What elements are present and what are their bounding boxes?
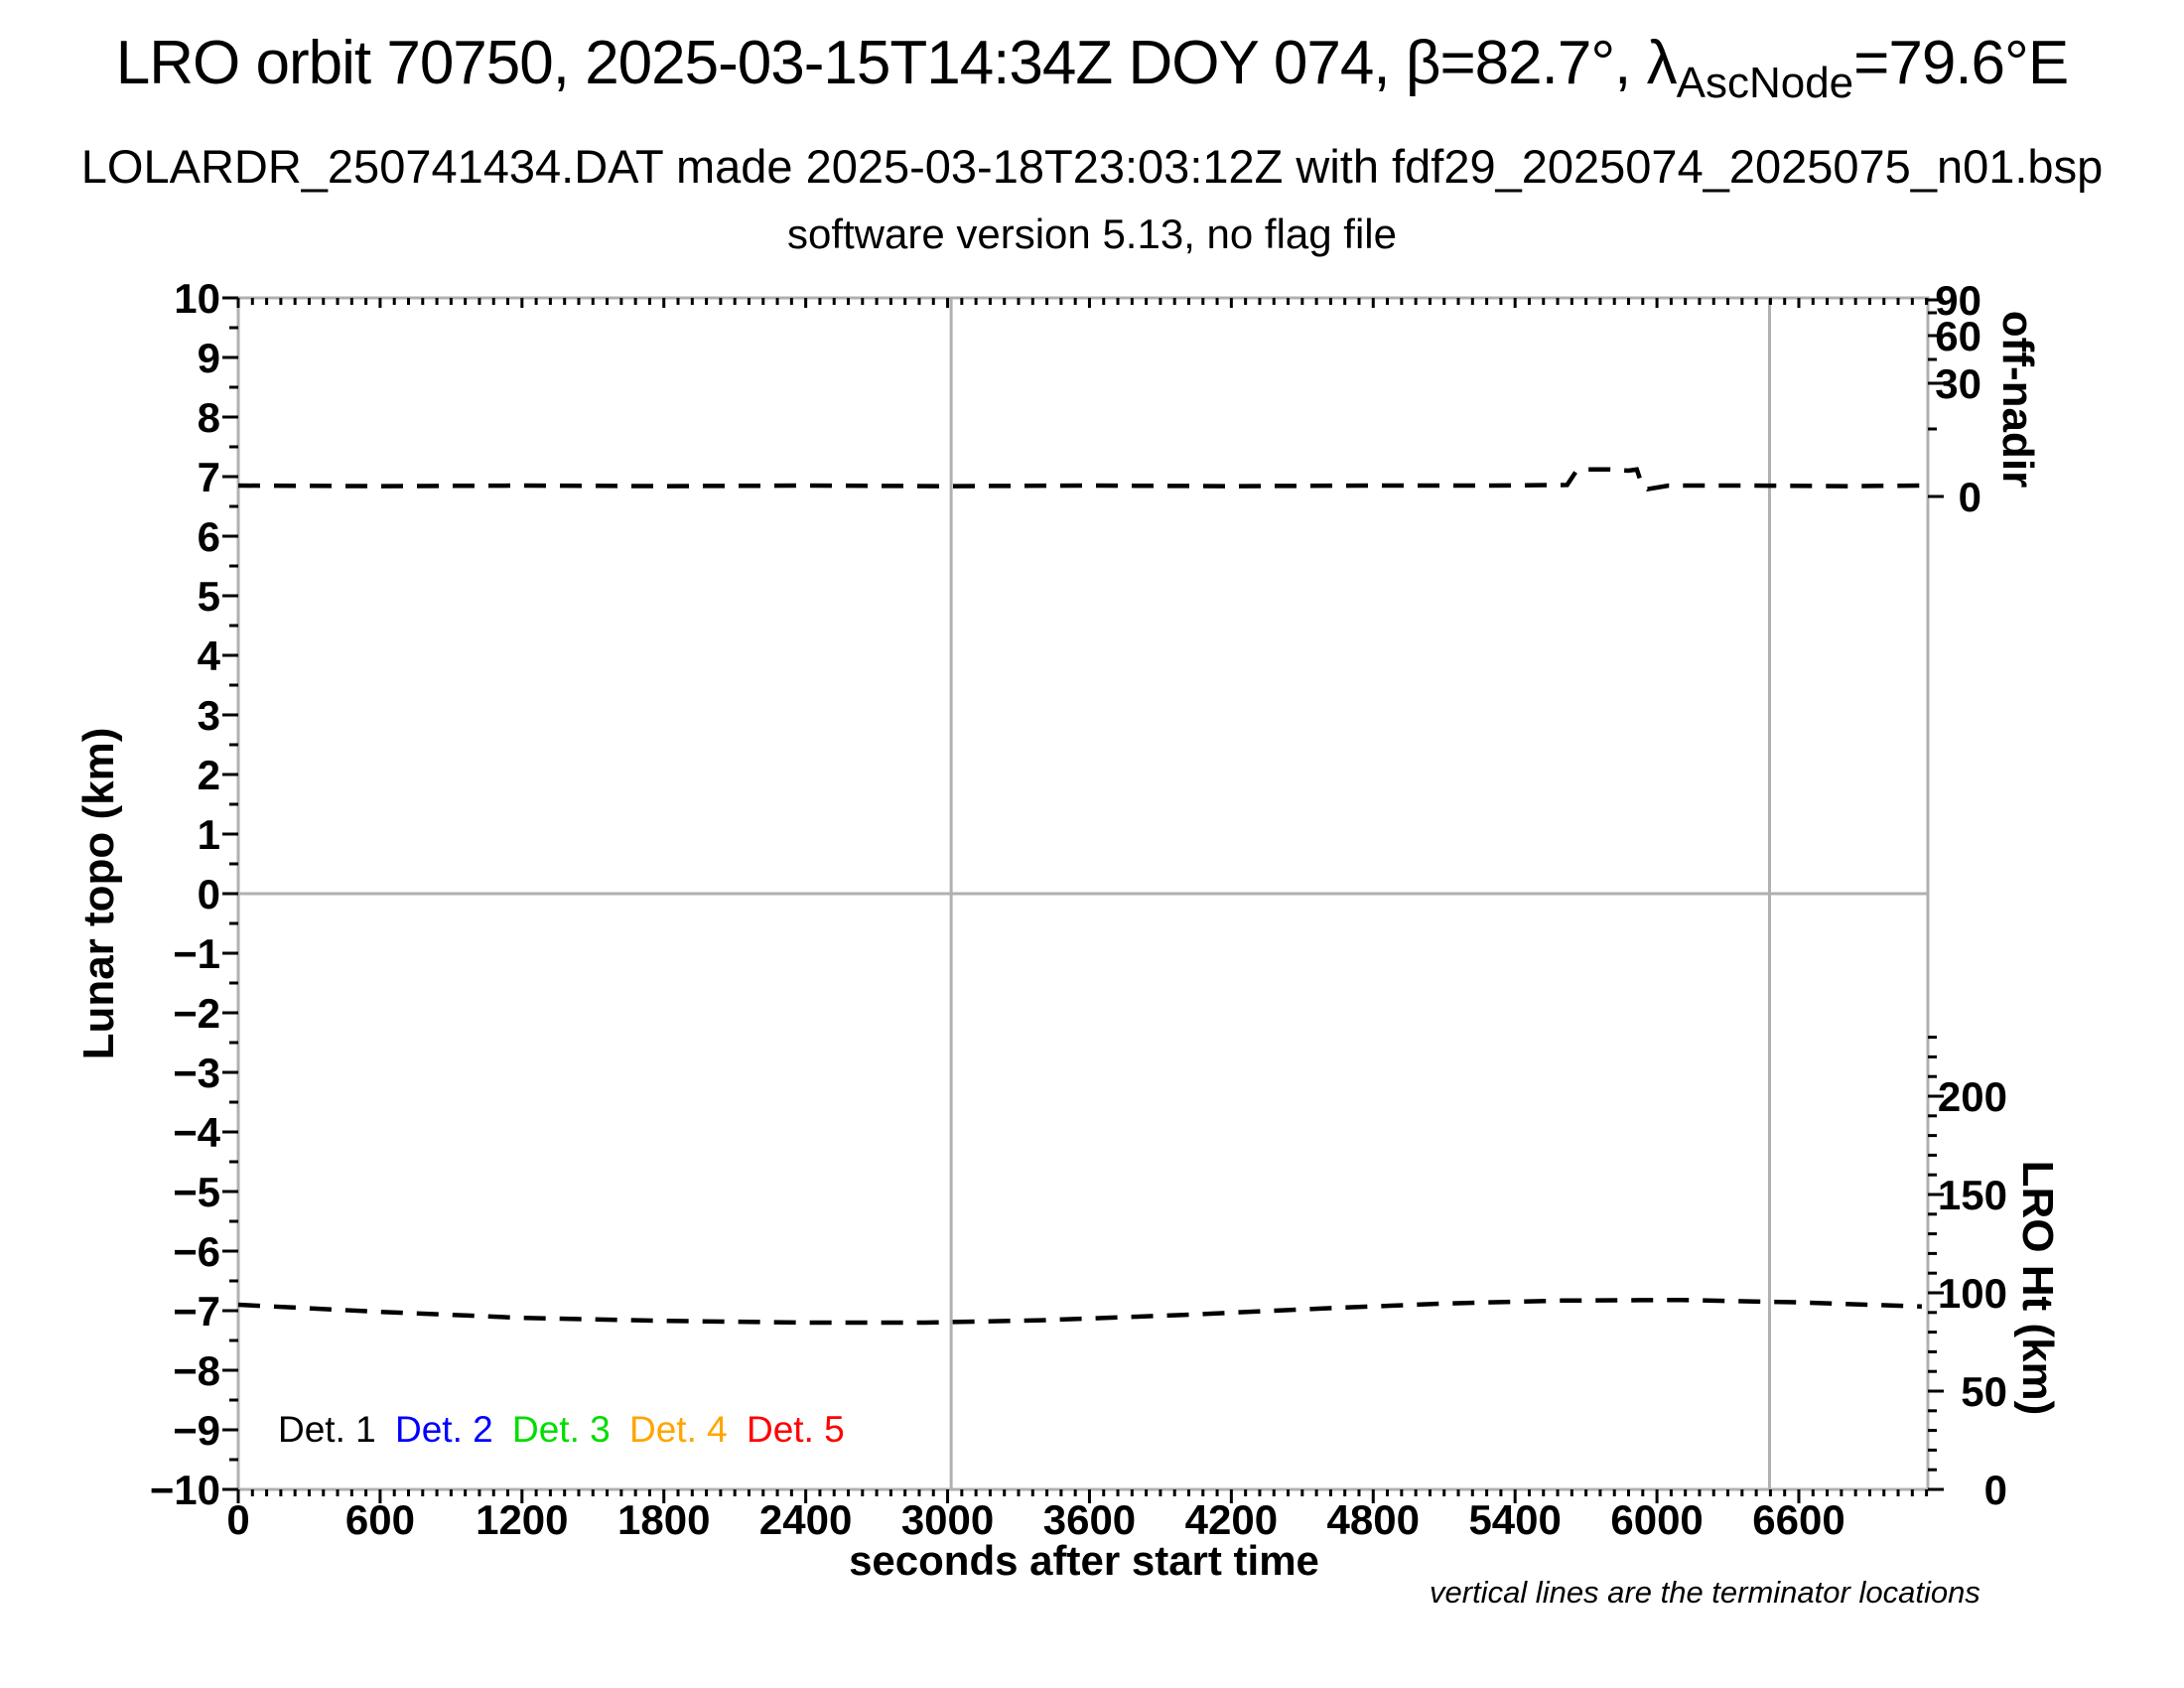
y-axis-title-left: Lunar topo (km) [74,727,123,1060]
x-axis-tick-label: 3600 [1043,1496,1136,1543]
title-main: LRO orbit 70750, 2025-03-15T14:34Z DOY 0… [115,29,1678,97]
x-axis-tick-label: 6600 [1752,1496,1844,1543]
title-subscript: AscNode [1676,59,1854,107]
y-left-tick-label: −2 [173,990,220,1037]
x-axis-tick-label: 5400 [1468,1496,1561,1543]
x-axis-tick-label: 600 [345,1496,415,1543]
y-left-tick-label: 5 [198,573,220,620]
lro-ht-tick-label: 200 [1938,1073,2007,1120]
legend-item-det-3: Det. 3 [512,1409,611,1450]
lro-ht-tick-label: 100 [1938,1270,2007,1317]
off-nadir-tick-label: 90 [1935,277,1981,324]
y-left-tick-label: −1 [173,930,220,977]
y-left-tick-label: 1 [198,811,220,858]
y-left-tick-label: 9 [198,335,220,381]
x-axis-tick-label: 3000 [901,1496,994,1543]
x-axis-tick-label: 1800 [617,1496,710,1543]
subtitle-version: software version 5.13, no flag file [786,211,1397,257]
y-left-tick-label: −3 [173,1050,220,1096]
lro-ht-tick-label: 0 [1984,1467,2007,1513]
y-left-tick-label: −9 [173,1407,220,1454]
y-left-tick-label: −6 [173,1228,220,1275]
title-tail: =79.6°E [1853,29,2069,97]
off-nadir-curve [237,467,1922,492]
lro-ht-tick-label: 150 [1938,1172,2007,1218]
y-left-tick-label: −10 [150,1467,220,1513]
x-axis-title: seconds after start time [849,1537,1319,1584]
y-left-tick-label: 4 [198,633,221,679]
y-left-tick-label: 0 [198,871,220,917]
subtitle-file: LOLARDR_250741434.DAT made 2025-03-18T23… [80,140,2104,193]
legend-item-det-2: Det. 2 [395,1409,493,1450]
page-title: LRO orbit 70750, 2025-03-15T14:34Z DOY 0… [0,28,2184,108]
off-nadir-tick-label: 60 [1935,313,1981,359]
off-nadir-tick-label: 0 [1959,474,1981,520]
y-axis-title-lro-ht: LRO Ht (km) [2013,1160,2062,1416]
y-left-tick-label: 8 [198,394,220,441]
x-axis-tick-label: 4800 [1327,1496,1420,1543]
y-left-tick-label: −4 [173,1109,221,1156]
off-nadir-tick-label: 30 [1935,360,1981,407]
x-axis-tick-label: 0 [226,1496,249,1543]
x-axis-tick-label: 4200 [1185,1496,1278,1543]
x-axis-tick-label: 6000 [1610,1496,1703,1543]
legend-item-det-5: Det. 5 [747,1409,845,1450]
x-axis-tick-label: 1200 [476,1496,568,1543]
y-axis-title-off-nadir: off-nadir [1993,310,2042,489]
y-left-tick-label: −8 [173,1347,220,1394]
legend-item-det-4: Det. 4 [629,1409,728,1450]
y-left-tick-label: −7 [173,1288,220,1335]
y-left-tick-label: 3 [198,692,220,739]
x-axis-tick-label: 2400 [759,1496,852,1543]
y-left-tick-label: −5 [173,1169,220,1215]
y-left-tick-label: 2 [198,752,220,798]
lro-ht-tick-label: 50 [1961,1368,2007,1415]
y-left-tick-label: 10 [174,275,220,322]
legend-item-det-1: Det. 1 [278,1409,376,1450]
lro-height-curve [237,1297,1922,1326]
terminator-note: vertical lines are the terminator locati… [1430,1575,1980,1610]
y-left-tick-label: 6 [198,513,220,560]
y-left-tick-label: 7 [198,454,220,500]
